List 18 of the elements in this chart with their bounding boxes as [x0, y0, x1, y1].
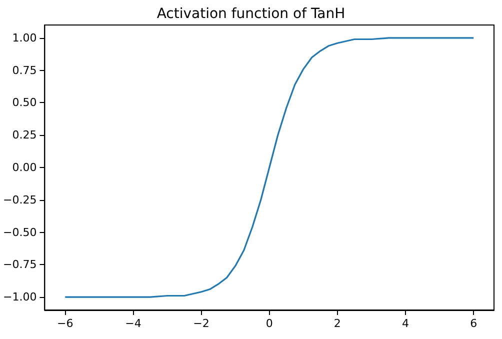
- y-tick-label: −0.50: [2, 226, 37, 239]
- x-tick-label: −2: [193, 317, 210, 330]
- y-tick-label: −0.25: [2, 193, 37, 206]
- x-tick-label: 4: [402, 317, 410, 330]
- x-tick-label: −4: [125, 317, 142, 330]
- y-tick-label: −0.75: [2, 258, 37, 272]
- y-tick-label: 1.00: [12, 31, 37, 44]
- y-tick-label: −1.00: [2, 290, 37, 304]
- x-tick-label: −6: [57, 317, 74, 330]
- y-tick-label: 0.75: [12, 64, 37, 77]
- x-tick-label: 2: [334, 317, 341, 330]
- x-tick-label: 0: [266, 317, 273, 330]
- line-series: [64, 37, 474, 298]
- x-tick-label: 6: [470, 317, 478, 330]
- y-tick-label: 0.00: [12, 161, 37, 174]
- y-tick-label: 0.25: [12, 128, 37, 142]
- chart-title: Activation function of TanH: [156, 6, 346, 22]
- y-tick-label: 0.50: [12, 96, 37, 110]
